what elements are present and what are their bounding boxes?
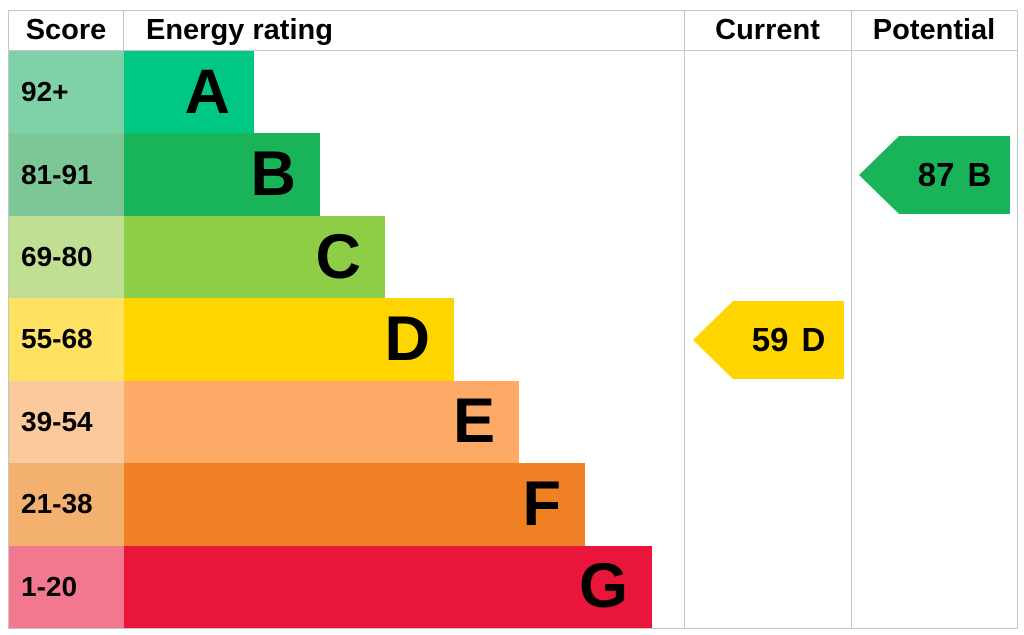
band-e-bar: E [124,380,519,464]
band-row-d: 55-68 D [9,298,1017,381]
current-column-header: Current [715,14,820,46]
potential-column-divider-line [851,11,852,628]
band-b-bar: B [124,133,320,216]
band-row-c: 69-80 C [9,215,1017,299]
current-rating-score: 59 [751,321,789,358]
band-c-score-cell: 69-80 [9,215,124,299]
band-a-score-cell: 92+ [9,51,124,134]
band-g-bar: G [124,545,652,628]
score-column-header: Score [9,11,124,50]
current-column-divider-line [684,11,685,628]
current-rating-band: D [801,321,826,358]
band-d-score-cell: 55-68 [9,298,124,381]
band-row-f: 21-38 F [9,463,1017,546]
band-f-score-cell: 21-38 [9,463,124,546]
potential-rating-score: 87 [917,156,955,193]
band-row-a: 92+ A [9,51,1017,134]
band-rows: 92+ A 81-91 B 69-80 C 55-68 D 39-54 E 21… [9,51,1017,628]
band-a-bar: A [124,51,254,134]
band-b-score-cell: 81-91 [9,133,124,216]
band-c-bar: C [124,215,385,299]
band-row-e: 39-54 E [9,380,1017,464]
band-g-score-cell: 1-20 [9,545,124,628]
energy-rating-column-header: Energy rating [146,14,333,46]
potential-rating-band: B [967,156,992,193]
band-row-g: 1-20 G [9,545,1017,628]
potential-column-header: Potential [872,14,996,46]
band-f-bar: F [124,463,585,546]
band-d-bar: D [124,298,454,381]
band-e-score-cell: 39-54 [9,380,124,464]
energy-rating-chart: Score Energy rating Current Potential 92… [8,10,1018,629]
chart-header-row: Score Energy rating Current Potential [9,11,1017,51]
band-row-b: 81-91 B [9,133,1017,216]
